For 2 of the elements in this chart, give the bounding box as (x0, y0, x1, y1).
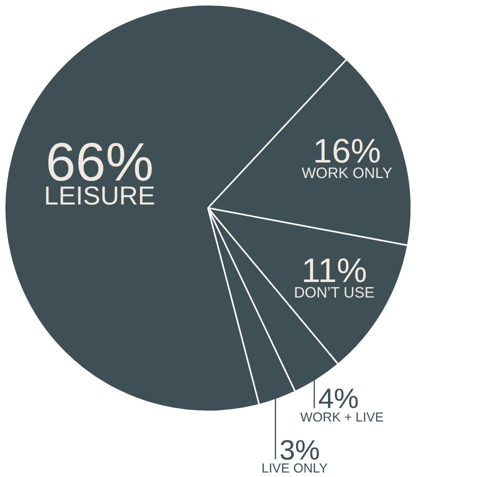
slice-label: WORK + LIVE (300, 409, 384, 424)
slice-label: LIVE ONLY (261, 460, 328, 476)
